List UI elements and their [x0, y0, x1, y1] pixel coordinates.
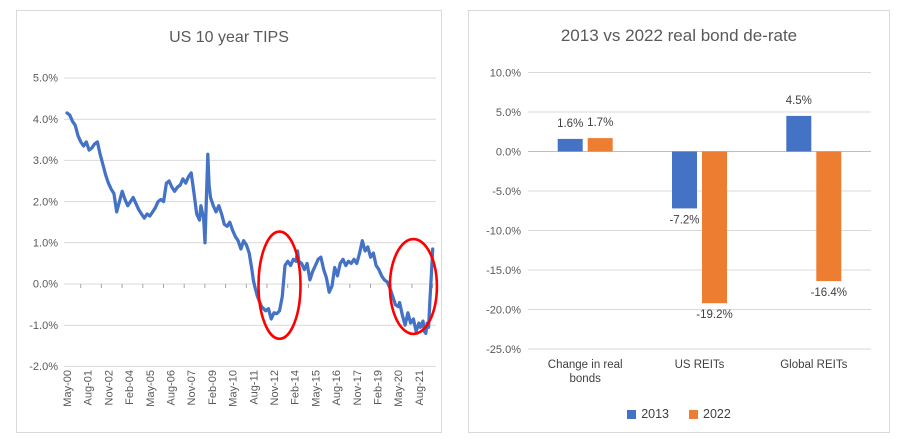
- legend-item-2013: 2013: [627, 407, 669, 421]
- bar-2013-us-reits: [672, 151, 697, 209]
- bar-data-label: 1.6%: [557, 118, 583, 130]
- bar-data-label: -16.4%: [811, 287, 847, 299]
- derate-bar-chart-panel: 2013 vs 2022 real bond de-rate 10.0% 5.0%…: [468, 10, 890, 433]
- x-tick-label: Nov-07: [186, 370, 198, 405]
- category-label: Change in real: [548, 359, 623, 371]
- x-tick-label: Nov-12: [269, 370, 281, 405]
- legend-swatch-2013: [627, 409, 637, 419]
- bar-2013-global-reits: [786, 115, 812, 152]
- chart-legend: 2013 2022: [469, 407, 889, 421]
- bar-data-label: -7.2%: [669, 214, 699, 226]
- derate-bar-chart: 10.0% 5.0% 0.0% -5.0% -10.0% -15.0% -20.0% -25.…: [486, 68, 871, 385]
- x-tick-label: May-05: [145, 370, 157, 407]
- bar-chart-title: 2013 vs 2022 real bond de-rate: [560, 26, 798, 45]
- y-tick-label: -2.0%: [29, 361, 58, 373]
- category-label: US REITs: [675, 359, 725, 371]
- y-tick-label: 0.0%: [496, 147, 521, 159]
- annotation-ellipse-1: [257, 230, 302, 341]
- y-tick-label: -20.0%: [486, 305, 521, 317]
- category-label: bonds: [570, 373, 602, 385]
- bar-data-label: 4.5%: [786, 95, 812, 107]
- y-tick-label: 0.0%: [33, 279, 58, 291]
- tips-yield-line: [65, 111, 435, 336]
- legend-swatch-2022: [689, 409, 698, 419]
- y-tick-label: 5.0%: [496, 107, 521, 119]
- bar-data-label: 1.7%: [587, 117, 613, 129]
- legend-label-2022: 2022: [703, 407, 731, 421]
- bar-2022-change-in-real-bonds: [587, 138, 613, 152]
- y-tick-label: -25.0%: [486, 344, 521, 356]
- category-label: Global REITs: [780, 359, 847, 371]
- y-tick-label: 10.0%: [490, 68, 521, 80]
- x-tick-label: Aug-21: [414, 370, 426, 405]
- annotation-ellipse-2: [388, 237, 439, 336]
- x-tick-label: Feb-09: [207, 370, 219, 405]
- x-tick-label: Aug-16: [331, 370, 343, 405]
- x-tick-label: Aug-01: [83, 370, 95, 405]
- bar-2022-us-reits: [702, 151, 727, 304]
- y-tick-label: -1.0%: [29, 320, 58, 332]
- y-tick-label: 4.0%: [33, 114, 58, 126]
- line-chart-title: US 10 year TIPS: [169, 29, 289, 46]
- tips-line-chart-panel: US 10 year TIPS 5.0% 4.0% 3.0% 2.0% 1.0% 0.0%…: [16, 10, 442, 433]
- y-tick-label: -5.0%: [492, 186, 521, 198]
- x-tick-label: May-15: [310, 370, 322, 407]
- x-tick-label: Feb-14: [290, 370, 302, 405]
- y-tick-label: 5.0%: [33, 73, 58, 85]
- y-tick-label: 3.0%: [33, 155, 58, 167]
- x-tick-label: Nov-17: [352, 370, 364, 405]
- x-tick-label: May-10: [228, 370, 240, 407]
- bar-data-label: -19.2%: [696, 309, 732, 321]
- x-tick-label: May-20: [393, 370, 405, 407]
- x-tick-label: Nov-02: [103, 370, 115, 405]
- tips-line-chart: 5.0% 4.0% 3.0% 2.0% 1.0% 0.0% -1.0% -2.0% May-00…: [29, 73, 439, 407]
- x-tick-label: Feb-04: [124, 370, 136, 405]
- legend-label-2013: 2013: [641, 407, 669, 421]
- legend-item-2022: 2022: [689, 407, 731, 421]
- bar-2013-change-in-real-bonds: [557, 138, 583, 152]
- x-tick-label: Feb-19: [373, 370, 385, 405]
- x-tick-label: May-00: [62, 370, 74, 407]
- y-tick-label: -10.0%: [486, 226, 521, 238]
- x-tick-label: Aug-11: [248, 370, 260, 405]
- bar-2022-global-reits: [816, 151, 842, 282]
- y-tick-label: 2.0%: [33, 196, 58, 208]
- y-tick-label: -15.0%: [486, 265, 521, 277]
- y-tick-label: 1.0%: [33, 238, 58, 250]
- x-tick-label: Aug-06: [166, 370, 178, 405]
